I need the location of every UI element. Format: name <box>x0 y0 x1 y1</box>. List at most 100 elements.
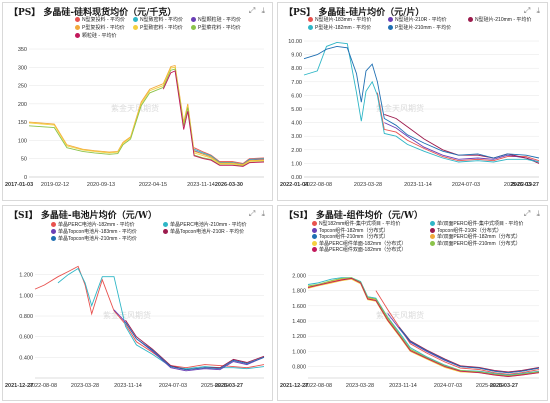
chart-panel-wafer: 【PS】 多晶硅-硅片均价（元/片） ⤢ ⤓ N型硅片-183mm - 平均价 N… <box>277 2 548 201</box>
series-line <box>384 122 540 163</box>
y-tick-label: 5.00 <box>291 107 302 113</box>
legend-label: Topcon组件-210R（分布式） <box>437 227 502 234</box>
legend-item[interactable]: 单/双面PERC组件-182mm（分布式） <box>430 234 521 241</box>
legend-swatch <box>51 222 56 227</box>
legend-item[interactable]: N型硅片-183mm - 平均价 <box>308 17 371 24</box>
legend-swatch <box>388 17 393 22</box>
series-line <box>384 113 540 164</box>
y-tick-label: 2.000 <box>292 273 306 279</box>
legend-item[interactable]: 单晶PERC组件双面-182mm（分布式） <box>312 247 406 254</box>
legend-item[interactable]: P型致密料 - 平均价 <box>133 25 183 32</box>
chart-plot: 0.800 1.000 1.200 1.400 1.600 1.800 2.000 2021-… <box>280 273 540 389</box>
y-tick-label: 2.00 <box>291 148 302 154</box>
y-tick-label: 250 <box>18 84 27 90</box>
legend-label: P型复投料 - 平均价 <box>82 25 125 31</box>
legend-item[interactable]: 颗粒硅 - 平均价 <box>75 33 116 40</box>
x-tick-label: 2021-12-27 <box>5 383 33 389</box>
x-tick-label: 2023-11-14 <box>389 383 417 389</box>
legend-item[interactable]: 单晶Topcon电池片-210mm - 平均价 <box>51 236 137 243</box>
legend-label: Topcon组件-210mm（分布式） <box>319 234 389 240</box>
legend-item[interactable]: N型硅片-210mm - 平均价 <box>468 17 531 24</box>
chart-title: 【SI】 多晶硅-电池片均价（元/W） <box>9 211 157 221</box>
series-line <box>307 278 540 377</box>
legend-label: 单/双面PERC组件-210mm（分布式） <box>437 240 521 247</box>
legend-label: N型硅片-183mm - 平均价 <box>315 17 372 23</box>
legend-item[interactable]: P型硅片-210mm - 平均价 <box>388 25 451 32</box>
legend-label: 单晶PERC组件双面-182mm（分布式） <box>319 247 407 253</box>
legend-swatch <box>75 17 80 22</box>
legend-label: N型颗粒硅 - 平均价 <box>198 17 242 23</box>
chart-plot: 0 50 100 150 200 250 300 350 2017-01-03 2019-02-1… <box>5 47 265 188</box>
legend-item[interactable]: N型致密料 - 平均价 <box>133 17 183 24</box>
watermark: 紫金天风期货 <box>376 104 424 113</box>
legend-item[interactable]: N型复投料 - 平均价 <box>75 17 125 24</box>
series-line <box>303 41 540 163</box>
legend-label: P型硅片-210mm - 平均价 <box>395 25 452 31</box>
legend-item[interactable]: N型硅片-210R - 平均价 <box>388 17 447 24</box>
legend-item[interactable]: N型颗粒硅 - 平均价 <box>191 17 241 24</box>
y-tick-label: 150 <box>18 120 27 126</box>
y-tick-label: 1.200 <box>292 334 306 340</box>
series-line <box>307 277 540 376</box>
chart-panel-module: 【SI】 多晶硅-组件均价（元/W） ⤢ ⤓ N型182mm组件-集中式项目 -… <box>277 205 548 401</box>
x-tick-label: 2023-11-14 <box>187 182 215 188</box>
chart-toolbar-icons[interactable]: ⤢ ⤓ <box>523 6 542 15</box>
legend-item[interactable]: 单晶Topcon电池片-210R - 平均价 <box>163 229 244 236</box>
legend-item[interactable]: P型硅片-182mm - 平均价 <box>308 25 371 32</box>
chart-toolbar-icons[interactable]: ⤢ ⤓ <box>248 209 267 218</box>
y-tick-label: 1.000 <box>292 349 306 355</box>
chart-plot: 0.400 0.600 0.800 1.000 1.200 2021-12-272022-… <box>5 265 265 389</box>
y-tick-label: 0.800 <box>292 365 306 371</box>
legend-label: 单晶Topcon电池片-210R - 平均价 <box>170 229 245 235</box>
legend-swatch <box>468 17 473 22</box>
legend-item[interactable]: 单/双面PERC组件-210mm（分布式） <box>430 240 521 248</box>
legend-swatch <box>430 234 435 239</box>
legend-label: N型复投料 - 平均价 <box>82 17 126 23</box>
legend-item[interactable]: 单晶PERC电池片-210mm - 平均价 <box>163 222 247 229</box>
y-tick-label: 0 <box>24 175 27 181</box>
legend-swatch <box>75 33 80 38</box>
legend-swatch <box>312 227 317 233</box>
chart-toolbar-icons[interactable]: ⤢ ⤓ <box>248 6 267 15</box>
legend-item[interactable]: 单晶PERC组件单面-182mm（分布式） <box>312 240 407 248</box>
x-tick-label: 2017-01-03 <box>5 182 33 188</box>
y-tick-label: 1.00 <box>291 161 302 167</box>
series-line <box>398 326 540 373</box>
legend-swatch <box>430 240 435 246</box>
legend-label: N型硅片-210mm - 平均价 <box>475 17 532 23</box>
y-tick-label: 0.800 <box>19 314 33 320</box>
legend-label: 单晶PERC组件单面-182mm（分布式） <box>319 240 407 247</box>
x-tick-label: 2023-11-14 <box>114 383 142 389</box>
legend-label: N型182mm组件-集中式项目 - 平均价 <box>319 221 401 227</box>
legend-item[interactable]: P型复投料 - 平均价 <box>75 25 125 32</box>
legend-swatch <box>430 221 435 226</box>
x-tick-label: 2023-03-28 <box>346 383 374 389</box>
legend-swatch <box>308 25 313 30</box>
x-tick-label: 2022-04-15 <box>139 182 167 188</box>
legend-item[interactable]: P型菜花料 - 平均价 <box>191 25 241 32</box>
chart-toolbar-icons[interactable]: ⤢ ⤓ <box>523 209 542 218</box>
legend-label: 单/双面PERC组件-集中式项目 - 平均价 <box>437 221 524 227</box>
legend-item[interactable]: 单晶Topcon电池片-183mm - 平均价 <box>51 229 137 236</box>
series-line <box>376 92 540 162</box>
y-tick-label: 1.200 <box>19 273 33 279</box>
series-line <box>162 70 265 167</box>
watermark: 紫金天风期货 <box>376 311 424 320</box>
y-tick-label: 350 <box>18 47 27 53</box>
chart-title: 【PS】 多晶硅-硅料现货均价（元/千克） <box>9 8 177 18</box>
legend-swatch <box>163 222 168 227</box>
legend-item[interactable]: 单/双面PERC组件-集中式项目 - 平均价 <box>430 221 523 228</box>
chart-legend: N型182mm组件-集中式项目 - 平均价 单/双面PERC组件-集中式项目 - … <box>312 221 547 261</box>
legend-item[interactable]: Topcon组件-210mm（分布式） <box>312 234 388 241</box>
legend-swatch <box>133 25 138 30</box>
y-tick-label: 3.00 <box>291 134 302 140</box>
x-tick-label: 2026-03-27 <box>511 182 539 188</box>
legend-item[interactable]: Topcon组件-210R（分布式） <box>430 227 502 235</box>
x-tick-label: 2025-02-19 <box>201 383 229 389</box>
x-tick-label: 2023-11-14 <box>404 182 432 188</box>
legend-item[interactable]: Topcon组件-182mm（分布式） <box>312 227 388 235</box>
legend-item[interactable]: 单晶PERC电池片-182mm - 平均价 <box>51 222 135 229</box>
y-tick-label: 1.800 <box>292 289 306 295</box>
x-tick-label: 2024-07-03 <box>434 383 462 389</box>
legend-item[interactable]: N型182mm组件-集中式项目 - 平均价 <box>312 221 400 228</box>
